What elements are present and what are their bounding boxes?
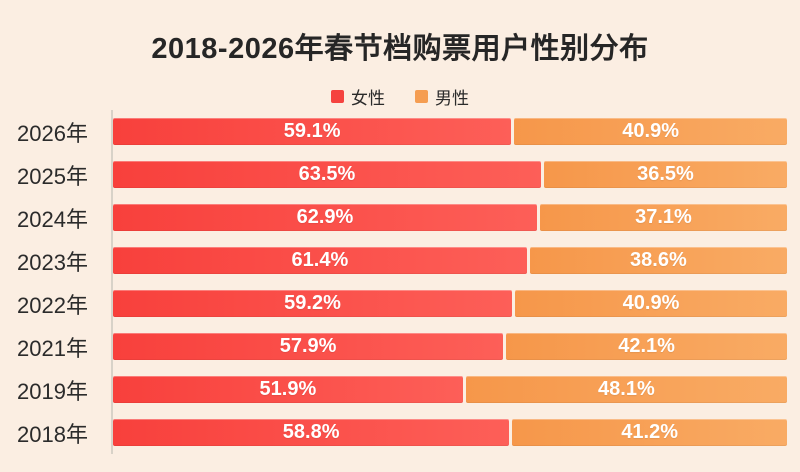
legend: 女性 男性 xyxy=(0,84,800,109)
male-value-label: 36.5% xyxy=(637,163,694,185)
bar-track: 59.2% 40.9% xyxy=(111,282,787,325)
female-value-label: 57.9% xyxy=(279,335,337,357)
male-bar-segment: 40.9% xyxy=(515,290,787,317)
chart-row: 2018年 58.8% 41.2% xyxy=(0,411,800,454)
chart-row: 2019年 51.9% 48.1% xyxy=(0,368,800,411)
bar-track: 59.1% 40.9% xyxy=(111,110,787,153)
female-bar-segment: 61.4% xyxy=(113,247,527,274)
bar-track: 62.9% 37.1% xyxy=(111,196,787,239)
legend-item-male: 男性 xyxy=(415,84,469,109)
female-value-label: 63.5% xyxy=(298,163,356,185)
stacked-bar: 59.2% 40.9% xyxy=(113,290,787,317)
male-bar-segment: 36.5% xyxy=(543,161,787,188)
year-label: 2024年 xyxy=(17,206,88,232)
chart-row: 2025年 63.5% 36.5% xyxy=(0,153,800,196)
year-label: 2023年 xyxy=(17,249,88,275)
female-value-label: 59.1% xyxy=(283,120,341,142)
stacked-bar: 57.9% 42.1% xyxy=(113,333,787,360)
chart-row: 2021年 57.9% 42.1% xyxy=(0,325,800,368)
year-label: 2022年 xyxy=(17,292,88,318)
bar-track: 51.9% 48.1% xyxy=(111,368,787,411)
stacked-bar: 62.9% 37.1% xyxy=(113,204,787,231)
chart-title: 2018-2026年春节档购票用户性别分布 xyxy=(151,33,649,65)
male-value-label: 40.9% xyxy=(622,120,680,142)
bar-track: 58.8% 41.2% xyxy=(111,411,787,454)
year-label: 2026年 xyxy=(17,120,88,146)
female-bar-segment: 57.9% xyxy=(113,333,504,360)
male-value-label: 40.9% xyxy=(622,292,680,314)
female-bar-segment: 59.1% xyxy=(113,118,512,145)
stacked-bar: 59.1% 40.9% xyxy=(113,118,787,145)
stacked-bar: 63.5% 36.5% xyxy=(113,161,787,188)
female-bar-segment: 58.8% xyxy=(113,419,510,446)
chart-header: 2018-2026年春节档购票用户性别分布 女性 男性 xyxy=(0,0,800,109)
stacked-bar: 61.4% 38.6% xyxy=(113,247,787,274)
stacked-bar: 58.8% 41.2% xyxy=(113,419,787,446)
female-value-label: 62.9% xyxy=(296,206,354,228)
legend-label-female: 女性 xyxy=(351,89,385,108)
year-label: 2019年 xyxy=(17,378,88,404)
year-label: 2025年 xyxy=(17,163,88,189)
male-bar-segment: 40.9% xyxy=(514,118,787,145)
year-label: 2018年 xyxy=(17,421,88,447)
male-bar-segment: 37.1% xyxy=(539,204,787,231)
male-bar-segment: 42.1% xyxy=(506,333,787,360)
chart-row: 2022年 59.2% 40.9% xyxy=(0,282,800,325)
male-bar-segment: 48.1% xyxy=(465,376,787,403)
male-value-label: 42.1% xyxy=(618,335,675,357)
female-value-label: 59.2% xyxy=(284,292,341,314)
male-bar-segment: 38.6% xyxy=(529,247,787,274)
male-value-label: 41.2% xyxy=(621,421,678,443)
stacked-bar: 51.9% 48.1% xyxy=(113,376,787,403)
female-bar-segment: 59.2% xyxy=(113,290,512,317)
female-bar-segment: 63.5% xyxy=(113,161,541,188)
bar-track: 61.4% 38.6% xyxy=(111,239,787,282)
bar-track: 63.5% 36.5% xyxy=(111,153,787,196)
legend-item-female: 女性 xyxy=(331,84,385,109)
female-value-label: 51.9% xyxy=(259,378,317,400)
male-value-label: 38.6% xyxy=(630,249,687,271)
chart-row: 2026年 59.1% 40.9% xyxy=(0,110,800,153)
female-bar-segment: 51.9% xyxy=(113,376,463,403)
female-bar-segment: 62.9% xyxy=(113,204,537,231)
bar-track: 57.9% 42.1% xyxy=(111,325,787,368)
male-value-label: 37.1% xyxy=(635,206,692,228)
year-label: 2021年 xyxy=(17,335,88,361)
female-value-label: 58.8% xyxy=(282,421,340,443)
chart-row: 2023年 61.4% 38.6% xyxy=(0,239,800,282)
chart-row: 2024年 62.9% 37.1% xyxy=(0,196,800,239)
male-bar-segment: 41.2% xyxy=(512,419,787,446)
male-value-label: 48.1% xyxy=(598,378,655,400)
male-legend-swatch-icon xyxy=(415,90,428,103)
female-value-label: 61.4% xyxy=(291,249,349,271)
female-legend-swatch-icon xyxy=(331,90,344,103)
legend-label-male: 男性 xyxy=(435,89,469,108)
stacked-bar-chart: 2026年 59.1% 40.9% 2025年 63.5% 36.5% 2024年 62.9%… xyxy=(0,110,800,454)
